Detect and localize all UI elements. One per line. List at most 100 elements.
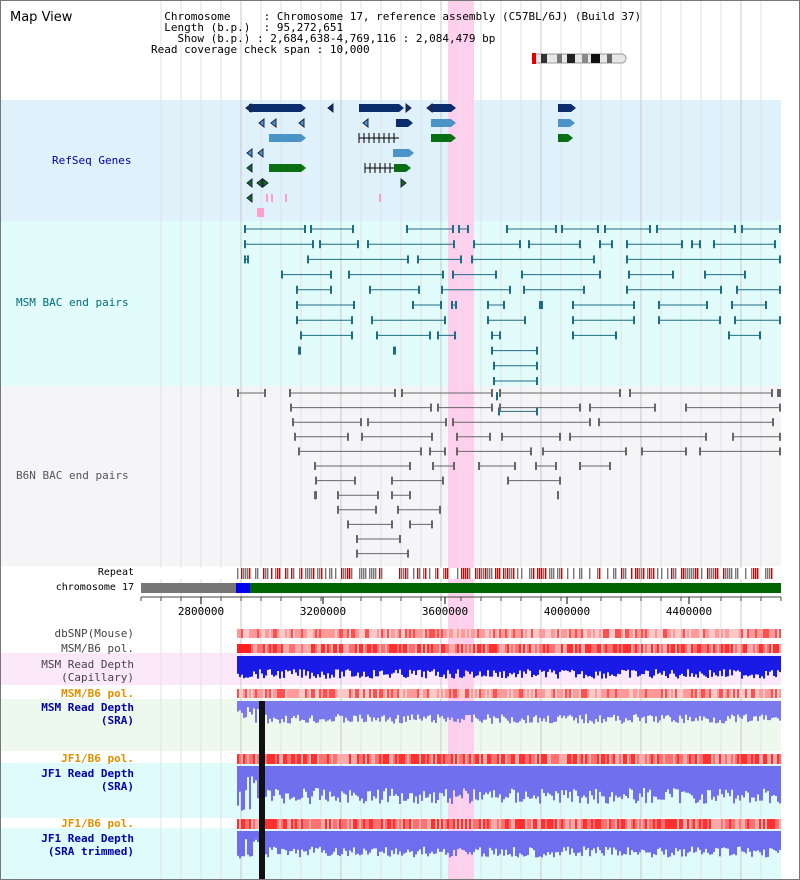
msm-pol-bar xyxy=(391,644,393,653)
jf1-pol-bar xyxy=(437,754,439,764)
msm-pol-bar xyxy=(377,644,379,653)
msm-pol2-bar xyxy=(741,689,743,698)
repeat-element xyxy=(573,568,575,579)
msm-pol2-bar xyxy=(635,689,637,698)
msm-pol2-bar xyxy=(493,689,495,698)
msm-pol-bar xyxy=(601,644,603,653)
msm-pol2-bar xyxy=(457,689,459,698)
jf1-trim-depth-bar xyxy=(663,831,665,855)
b6n-bac-track[interactable] xyxy=(237,389,781,558)
msm-pol-bar xyxy=(647,644,649,653)
repeat-element xyxy=(447,568,449,579)
msm-sra-depth-bar xyxy=(667,701,669,715)
jf1-sra-depth-bar xyxy=(275,766,277,790)
msm-pol-bar xyxy=(779,644,781,653)
msm-pol-bar xyxy=(671,644,673,653)
cap-depth-bar xyxy=(607,656,609,673)
jf1-pol-bar xyxy=(587,754,589,764)
jf1-pol2-bar xyxy=(611,819,613,829)
msm-pol2-bar xyxy=(695,689,697,698)
jf1-pol2-bar xyxy=(275,819,277,829)
repeat-element xyxy=(343,568,345,579)
msm-pol-bar xyxy=(347,644,349,653)
repeat-element xyxy=(319,568,321,579)
msm-pol2-bar xyxy=(521,689,523,698)
repeat-element xyxy=(687,568,689,579)
jf1-pol-bar xyxy=(615,754,617,764)
bac-end xyxy=(772,418,774,427)
cap-depth-bar xyxy=(501,656,503,678)
cap-depth-bar xyxy=(307,656,309,672)
dbsnp-bar xyxy=(489,629,491,638)
dbsnp-bar xyxy=(691,629,693,638)
chromosome-ideogram[interactable] xyxy=(531,53,627,64)
msm-sra-depth-bar xyxy=(465,701,467,716)
msm-sra-depth-bar xyxy=(557,701,559,717)
bac-end xyxy=(429,331,431,340)
dbsnp-bar xyxy=(249,629,251,638)
jf1-trim-depth-bar xyxy=(469,831,471,853)
msm-pol-bar xyxy=(457,644,459,653)
msm-pol2-bar xyxy=(365,689,367,698)
pink-feature xyxy=(379,194,381,202)
bac-end xyxy=(499,389,501,397)
msm-pol-bar xyxy=(593,644,595,653)
msm-pol2-bar xyxy=(315,689,317,698)
msm-pol-bar xyxy=(723,644,725,653)
msm-pol2-bar xyxy=(405,689,407,698)
msm-pol-bar xyxy=(351,644,353,653)
jf1-sra-depth-bar xyxy=(515,766,517,803)
cap-depth-bar xyxy=(523,656,525,672)
msm-pol-bar xyxy=(269,644,271,653)
jf1-sra-depth-bar xyxy=(541,766,543,790)
cap-depth-bar xyxy=(705,656,707,677)
jf1-pol-bar xyxy=(479,754,481,764)
dbsnp-bar xyxy=(387,629,389,638)
b6n-bac-label[interactable]: B6N BAC end pairs xyxy=(16,469,129,482)
msm-bac-label[interactable]: MSM BAC end pairs xyxy=(16,296,129,309)
chromosome-bar[interactable] xyxy=(141,583,781,593)
bac-end xyxy=(572,301,574,309)
jf1-pol-bar xyxy=(239,754,241,764)
msm-pol-bar xyxy=(663,644,665,653)
jf1-trim-depth-bar xyxy=(739,831,741,847)
jf1-pol2-bar xyxy=(497,819,499,829)
bac-end xyxy=(493,377,495,385)
jf1-sra-depth-bar xyxy=(605,766,607,804)
msm-pol-bar xyxy=(299,644,301,653)
msm-pol2-bar xyxy=(253,689,255,698)
msm-pol-bar xyxy=(485,644,487,653)
msm-pol-bar xyxy=(603,644,605,653)
refseq-genes-track[interactable] xyxy=(245,102,576,217)
msm-pol-bar xyxy=(343,644,345,653)
msm-pol2-bar xyxy=(599,689,601,698)
jf1-trim-depth-bar xyxy=(503,831,505,856)
msm-pol-bar xyxy=(749,644,751,653)
jf1-pol-bar xyxy=(647,754,649,764)
refseq-label[interactable]: RefSeq Genes xyxy=(52,154,132,167)
msm-pol2-bar xyxy=(267,689,269,698)
bac-end xyxy=(445,418,447,427)
polymorphism-depth-tracks[interactable] xyxy=(237,629,781,879)
repeat-element xyxy=(325,568,327,579)
cap-depth-bar xyxy=(687,656,689,670)
msm-bac-track[interactable] xyxy=(244,225,781,416)
bac-end xyxy=(409,462,411,470)
jf1-pol2-bar xyxy=(373,819,375,829)
msm-pol2-bar xyxy=(737,689,739,698)
dbsnp-bar xyxy=(631,629,633,638)
msm-pol2-bar xyxy=(347,689,349,698)
repeat-element xyxy=(257,568,259,579)
jf1-trim-depth-bar xyxy=(625,831,627,855)
jf1-trim-depth-bar xyxy=(671,831,673,853)
dbsnp-bar xyxy=(497,629,499,638)
repeat-element xyxy=(365,568,367,579)
jf1-trim-depth-bar xyxy=(535,831,537,858)
msm-sra-depth-bar xyxy=(503,701,505,717)
bac-end xyxy=(599,270,601,279)
repeat-track[interactable] xyxy=(237,568,773,579)
msm-pol-bar xyxy=(447,644,449,653)
msm-pol2-bar xyxy=(349,689,351,698)
jf1-pol-bar xyxy=(357,754,359,764)
